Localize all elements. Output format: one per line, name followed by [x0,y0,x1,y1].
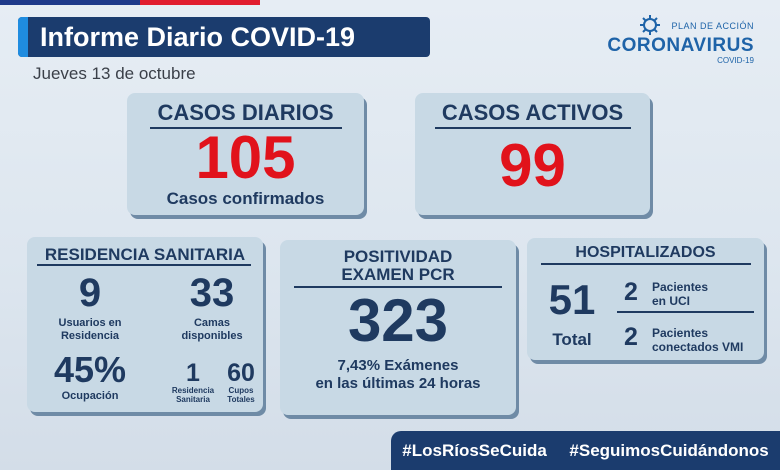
virus-icon [640,15,661,35]
casos-diarios-title: CASOS DIARIOS [157,100,334,125]
logo-sub-text: COVID-19 [717,56,754,65]
uci-label-1: Pacientes [652,280,709,294]
casos-activos-title: CASOS ACTIVOS [441,100,624,125]
hospitalizados-title: HOSPITALIZADOS [575,244,716,261]
title-underline [294,286,502,288]
uci-value: 2 [624,278,638,306]
hospitalizados-divider [617,311,754,313]
camas-value: 33 [189,271,235,315]
camas-label-1: Camas [193,317,231,329]
casos-activos-value: 99 [499,132,566,199]
residencias-value: 1 [186,359,200,387]
usuarios-value: 9 [78,271,102,315]
top-flag-bar [0,0,260,5]
cupos-value: 60 [227,359,255,387]
hospitalizados-total-value: 51 [548,276,596,323]
cupos-label-1: Cupos [228,386,254,395]
hospitalizados-card: HOSPITALIZADOS 51 Total 2 Pacientes en U… [527,238,764,360]
uci-label-2: en UCI [652,294,691,308]
logo-plan-text: PLAN DE ACCIÓN [671,21,754,32]
casos-diarios-card: CASOS DIARIOS 105 Casos confirmados [127,93,364,215]
positividad-card: POSITIVIDAD EXAMEN PCR 323 7,43% Exámene… [280,240,516,415]
title-underline [37,264,251,266]
title-underline [150,127,342,129]
residencia-card: RESIDENCIA SANITARIA 9 Usuarios en Resid… [27,237,263,412]
positividad-caption-1: 7,43% Exámenes [337,357,459,374]
ocupacion-label: Ocupación [61,390,119,402]
hospitalizados-total-label: Total [552,330,592,349]
camas-label-2: disponibles [181,330,243,342]
ocupacion-value: 45% [53,349,127,390]
hashtag-bar: #LosRíosSeCuida #SeguimosCuidándonos [391,431,780,470]
casos-diarios-value: 105 [195,124,296,191]
report-title: Informe Diario COVID-19 [18,17,430,57]
positividad-title-1: POSITIVIDAD [343,247,453,266]
vmi-label-1: Pacientes [652,326,709,340]
title-underline [541,263,751,265]
usuarios-label-2: Residencia [60,330,120,342]
casos-diarios-caption: Casos confirmados [166,189,325,208]
positividad-caption-2: en las últimas 24 horas [315,375,481,392]
casos-activos-card: CASOS ACTIVOS 99 [415,93,650,215]
hashtag-seguimos: #SeguimosCuidándonos [569,440,769,460]
positividad-value: 323 [347,287,449,354]
vmi-value: 2 [624,323,638,351]
logo-brand-text: CORONAVIRUS [607,35,754,56]
hashtag-losrios: #LosRíosSeCuida [402,440,547,460]
report-date: Jueves 13 de octubre [33,64,196,83]
residencias-label-2: Sanitaria [176,395,210,404]
title-underline [435,127,631,129]
positividad-title-2: EXAMEN PCR [341,265,455,284]
cupos-label-2: Totales [227,395,255,404]
usuarios-label-1: Usuarios en [58,317,122,329]
coronavirus-logo: PLAN DE ACCIÓN CORONAVIRUS COVID-19 [607,14,754,65]
vmi-label-2: conectados VMI [652,340,744,354]
residencia-title: RESIDENCIA SANITARIA [44,245,246,264]
residencias-label-1: Residencia [171,386,215,395]
